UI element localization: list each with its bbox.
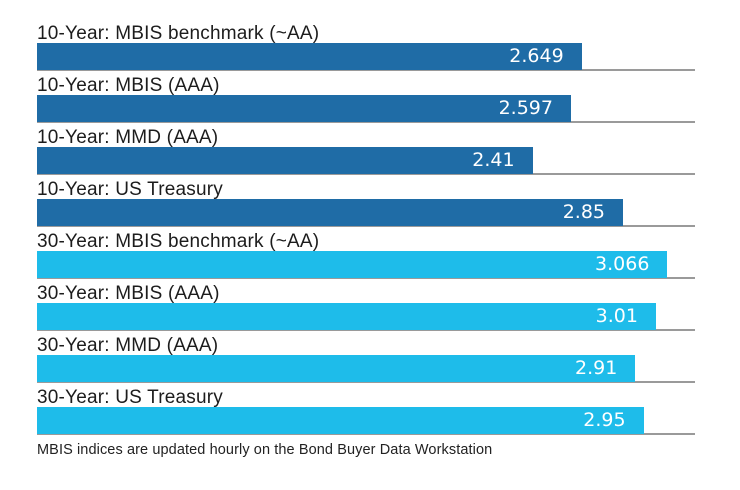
bar-value-label: 2.597 — [498, 97, 553, 119]
bar-row: 30-Year: US Treasury 2.95 — [37, 388, 695, 435]
bar-track: 3.01 — [37, 303, 695, 331]
bar: 2.85 — [37, 199, 624, 226]
bar: 2.41 — [37, 147, 533, 174]
bar-value-label: 2.95 — [583, 409, 626, 431]
chart-footnote: MBIS indices are updated hourly on the B… — [37, 442, 493, 458]
bar-value-label: 2.41 — [472, 149, 515, 171]
category-label: 10-Year: MMD (AAA) — [37, 127, 219, 148]
bar: 2.597 — [37, 95, 571, 122]
category-label: 10-Year: MBIS benchmark (~AA) — [37, 23, 320, 44]
category-label: 10-Year: MBIS (AAA) — [37, 75, 220, 96]
bar-track: 2.85 — [37, 199, 695, 227]
bar-row: 10-Year: MBIS (AAA) 2.597 — [37, 76, 695, 123]
bar: 3.066 — [37, 251, 668, 278]
bar-track: 2.95 — [37, 407, 695, 435]
bar-row: 10-Year: US Treasury 2.85 — [37, 180, 695, 227]
category-label: 30-Year: US Treasury — [37, 387, 223, 408]
bar-track: 2.597 — [37, 95, 695, 123]
bar-track: 2.91 — [37, 355, 695, 383]
bar-row: 30-Year: MBIS (AAA) 3.01 — [37, 284, 695, 331]
bar-value-label: 3.01 — [595, 305, 638, 327]
bar-track: 3.066 — [37, 251, 695, 279]
category-label: 30-Year: MBIS benchmark (~AA) — [37, 231, 320, 252]
category-label: 30-Year: MMD (AAA) — [37, 335, 219, 356]
bar-value-label: 2.91 — [575, 357, 618, 379]
bar-rows: 10-Year: MBIS benchmark (~AA) 2.649 10-Yea… — [37, 24, 695, 435]
bar: 3.01 — [37, 303, 656, 330]
bar: 2.91 — [37, 355, 636, 382]
category-label: 10-Year: US Treasury — [37, 179, 223, 200]
bar: 2.649 — [37, 43, 582, 70]
bar-track: 2.41 — [37, 147, 695, 175]
bar-value-label: 3.066 — [595, 253, 650, 275]
bar-value-label: 2.649 — [509, 45, 564, 67]
bar-row: 10-Year: MMD (AAA) 2.41 — [37, 128, 695, 175]
bar-row: 10-Year: MBIS benchmark (~AA) 2.649 — [37, 24, 695, 71]
bar: 2.95 — [37, 407, 644, 434]
bar-row: 30-Year: MBIS benchmark (~AA) 3.066 — [37, 232, 695, 279]
bar-track: 2.649 — [37, 43, 695, 71]
bar-row: 30-Year: MMD (AAA) 2.91 — [37, 336, 695, 383]
bar-value-label: 2.85 — [562, 201, 606, 223]
category-label: 30-Year: MBIS (AAA) — [37, 283, 220, 304]
